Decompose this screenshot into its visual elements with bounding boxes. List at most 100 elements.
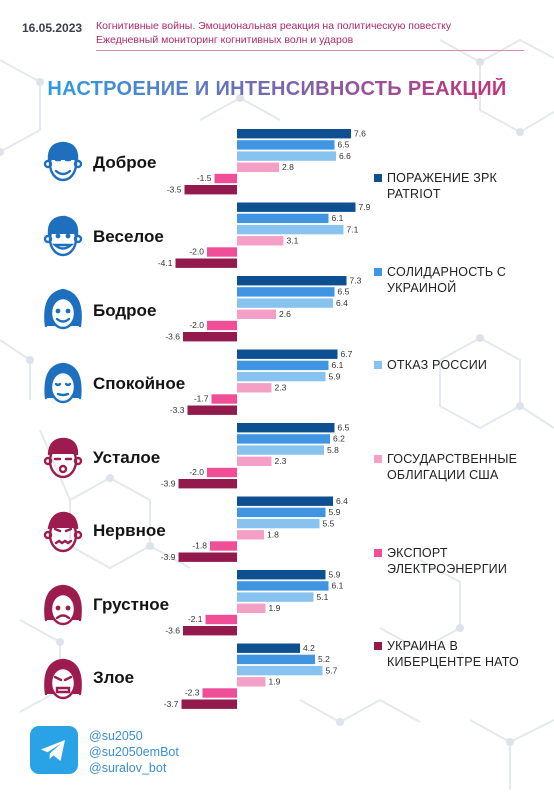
bar	[237, 570, 326, 580]
data-label: -2.0	[189, 320, 204, 330]
bar	[237, 371, 326, 382]
bar	[237, 654, 315, 665]
category-label: Веселое	[93, 227, 164, 246]
category-label: Спокойное	[93, 374, 186, 393]
category-label: Грустное	[93, 595, 170, 614]
tired-face-icon	[43, 437, 83, 479]
data-label: -2.0	[189, 467, 204, 477]
bar	[237, 151, 336, 161]
bar	[207, 320, 237, 331]
telegram-handle-link[interactable]: @su2050	[89, 729, 143, 743]
data-label: -1.5	[197, 173, 212, 183]
data-label: 7.6	[354, 128, 366, 138]
data-label: 3.1	[287, 236, 299, 246]
bar	[237, 456, 272, 466]
chart-title: НАСТРОЕНИЕ И ИНТЕНСИВНОСТЬ РЕАКЦИЙ	[0, 78, 554, 101]
data-label: -2.3	[185, 688, 200, 698]
nervous-face-icon	[43, 511, 83, 553]
legend-label: ГОСУДАРСТВЕННЫЕ ОБЛИГАЦИИ США	[387, 452, 518, 482]
category-label: Усталое	[93, 448, 161, 467]
telegram-handle-link[interactable]: @suralov_bot	[89, 761, 167, 775]
data-label: 6.5	[338, 422, 350, 432]
data-label: 2.3	[275, 456, 287, 466]
bar	[237, 360, 329, 371]
data-label: 1.9	[269, 677, 281, 687]
bar	[214, 173, 237, 184]
bar	[237, 129, 351, 139]
header-divider	[96, 50, 524, 51]
header-subtitle-1: Когнитивные войны. Эмоциональная реакция…	[96, 20, 452, 32]
bar	[237, 496, 333, 506]
legend-label: СОЛИДАРНОСТЬ С УКРАИНОЙ	[387, 265, 507, 295]
data-label: -3.6	[165, 331, 180, 341]
legend-swatch	[374, 268, 382, 276]
bar	[237, 140, 335, 150]
category-label: Доброе	[93, 153, 157, 172]
cheerful-face-icon	[43, 215, 83, 257]
bar	[237, 530, 264, 540]
legend-swatch	[374, 642, 382, 650]
bar	[237, 383, 272, 393]
data-label: 6.4	[336, 496, 348, 506]
bar	[237, 507, 326, 518]
happy-face-icon	[43, 141, 83, 182]
bar	[237, 349, 338, 359]
bar	[183, 626, 237, 636]
bar	[237, 309, 276, 319]
bar	[183, 332, 237, 342]
bar	[178, 479, 237, 489]
data-label: 6.1	[332, 213, 344, 223]
legend-swatch	[374, 174, 382, 182]
data-label: 6.5	[338, 287, 350, 297]
legend-swatch	[374, 455, 382, 463]
data-label: 7.3	[350, 275, 362, 285]
header-subtitle-2: Ежедневный мониторинг когнитивных волн и…	[96, 34, 354, 46]
angry-face-icon	[44, 658, 82, 700]
energetic-face-icon	[44, 288, 82, 330]
category-label: Бодрое	[93, 301, 157, 320]
bar	[237, 581, 329, 591]
data-label: 6.5	[338, 140, 350, 150]
data-label: 6.4	[336, 298, 348, 308]
bar	[187, 405, 237, 415]
bar	[211, 394, 237, 404]
legend-swatch	[374, 361, 382, 369]
bar	[175, 258, 237, 268]
data-label: -3.9	[161, 552, 176, 562]
data-label: 2.3	[275, 383, 287, 393]
bar	[237, 202, 356, 212]
data-label: -3.5	[167, 184, 182, 194]
category-label: Нервное	[93, 521, 166, 540]
data-label: 5.9	[329, 371, 341, 381]
bar	[237, 643, 300, 653]
data-label: 6.2	[333, 434, 345, 444]
data-label: 5.8	[327, 445, 339, 455]
data-label: -3.9	[161, 478, 176, 488]
data-label: -1.7	[194, 394, 209, 404]
bar	[181, 699, 237, 709]
data-label: 6.6	[339, 151, 351, 161]
bar	[210, 541, 237, 551]
bar	[237, 603, 266, 613]
telegram-icon[interactable]	[30, 726, 78, 774]
data-label: 5.5	[323, 518, 335, 528]
bar	[207, 467, 237, 478]
data-label: 6.1	[332, 581, 344, 591]
data-label: 5.1	[317, 592, 329, 602]
bar	[237, 423, 335, 433]
category-label: Злое	[93, 668, 135, 687]
data-label: 5.2	[318, 654, 330, 664]
legend-label: ЭКСПОРТ ЭЛЕКТРОЭНЕРГИИ	[387, 546, 508, 576]
data-label: 1.8	[267, 530, 279, 540]
legend-label: УКРАИНА В КИБЕРЦЕНТРЕ НАТО	[387, 639, 519, 669]
data-label: -2.0	[189, 247, 204, 257]
report-date: 16.05.2023	[22, 21, 83, 35]
paper-plane-icon	[41, 740, 65, 761]
telegram-handle-link[interactable]: @su2050emBot	[89, 745, 179, 759]
data-label: 5.7	[326, 665, 338, 675]
data-label: 4.2	[303, 643, 315, 653]
legend-label: ПОРАЖЕНИЕ ЗРК PATRIOT	[387, 171, 498, 201]
data-label: -2.1	[188, 614, 203, 624]
data-label: 6.1	[332, 360, 344, 370]
